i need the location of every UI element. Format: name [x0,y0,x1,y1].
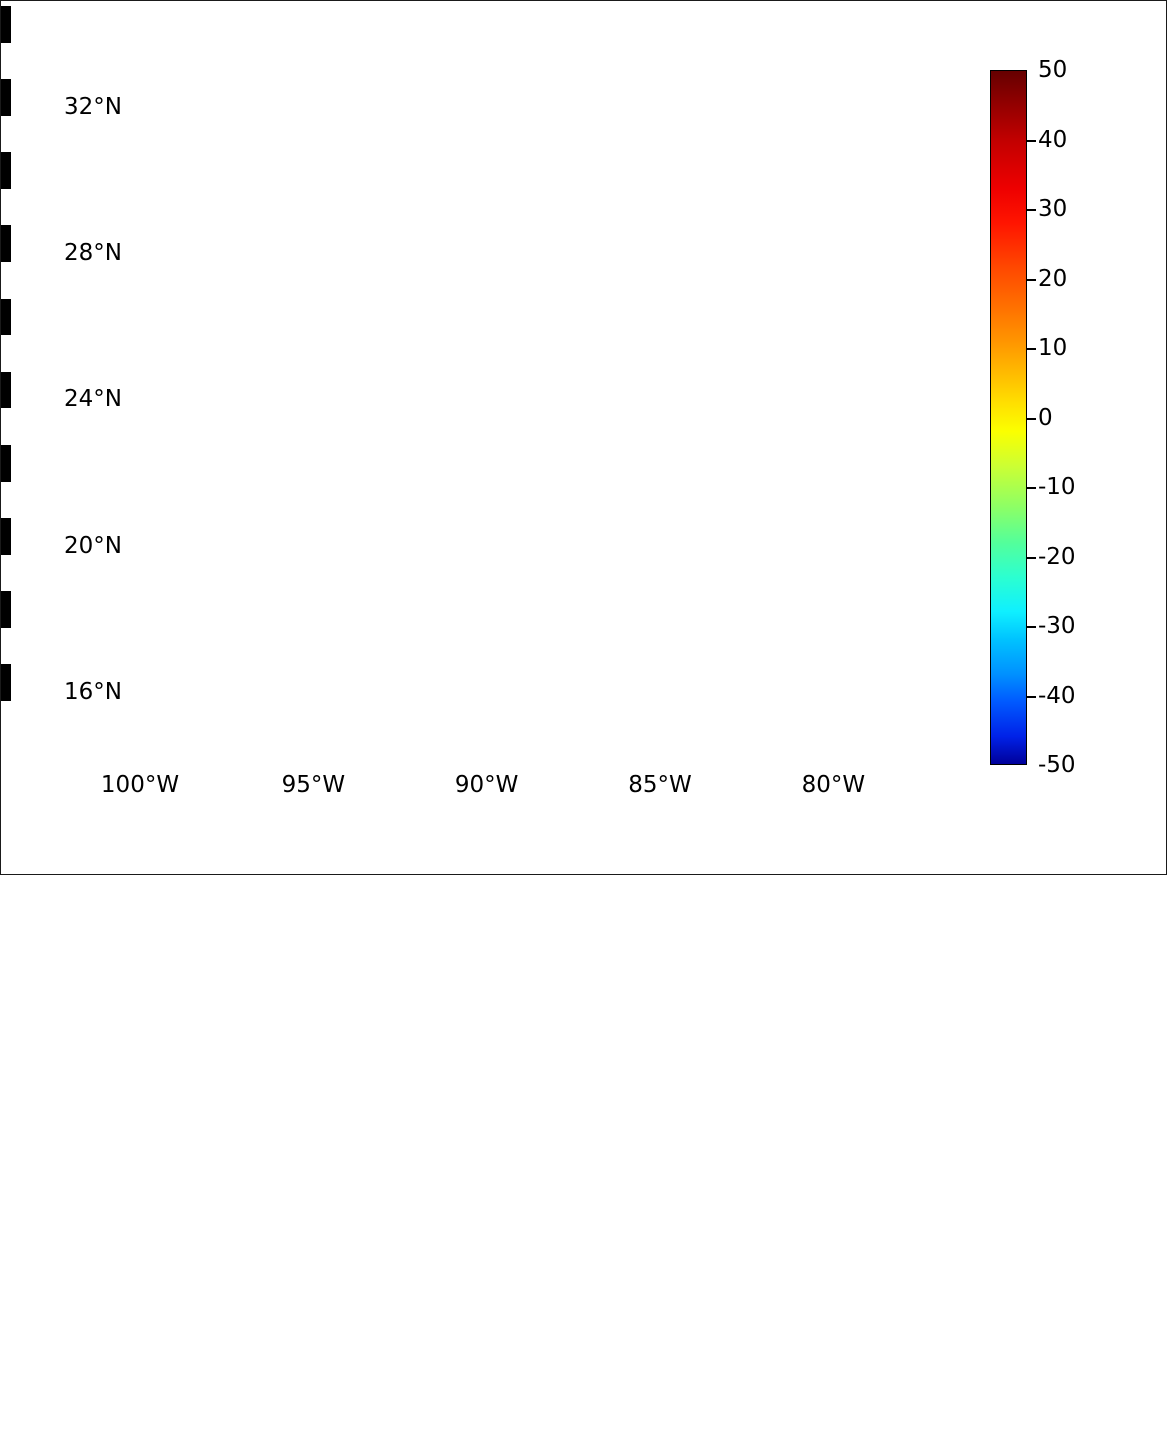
colorbar[interactable]: 50 40 30 20 10 0 -10 -20 -30 -40 -50 [990,57,1076,778]
colorbar-tick-4 [1027,348,1036,350]
x-tick-label-1: 95°W [281,772,346,798]
frame-tick-segment [1,591,11,628]
frame-tick-segment [1,664,11,701]
y-tick-label-2: 24°N [64,386,122,413]
y-tick-label-1: 28°N [64,239,122,266]
colorbar-tick-label-4: 10 [1038,335,1068,361]
colorbar-tick-2 [1027,209,1036,211]
colorbar-tick-label-1: 40 [1038,126,1068,153]
colorbar-tick-label-0: 50 [1038,57,1068,83]
frame-tick-segment [1,225,11,263]
colorbar-tick-5 [1027,417,1036,420]
frame-tick-segment [1,444,11,482]
colorbar-tick-8 [1027,626,1036,628]
x-tick-label-2: 90°W [454,772,519,798]
colorbar-tick-7 [1027,556,1036,559]
x-tick-label-4: 80°W [801,772,866,798]
y-tick-label-4: 16°N [64,678,122,705]
frame-tick-segment [1,298,11,336]
colorbar-tick-label-7: -20 [1038,543,1076,570]
colorbar-tick-label-2: 30 [1038,196,1068,222]
colorbar-tick-label-8: -30 [1038,613,1076,639]
colorbar-tick-6 [1027,487,1036,489]
colorbar-tick-label-10: -50 [1038,752,1076,778]
colorbar-tick-label-3: 20 [1038,265,1068,292]
figure-canvas: 100°W 95°W 90°W 85°W 80°W 32°N 28°N 24°N 20°N 16… [0,0,1167,875]
colorbar-tick-1 [1027,139,1036,142]
x-tick-label-3: 85°W [628,772,692,798]
colorbar-tick-label-5: 0 [1038,404,1053,431]
frame-tick-segment [1,518,11,555]
colorbar-tick-label-6: -10 [1038,474,1076,500]
x-tick-label-0: 100°W [100,772,180,798]
frame-tick-segment [1,152,11,189]
frame-tick-segment [1,79,11,116]
colorbar-tick-label-9: -40 [1038,682,1076,709]
y-tick-label-3: 20°N [64,532,122,559]
colorbar-gradient [990,70,1027,765]
y-tick-label-0: 32°N [64,93,122,120]
colorbar-tick-9 [1027,695,1036,698]
frame-tick-segment [1,371,11,409]
frame-band-right [0,0,1167,875]
frame-tick-segment [1,6,11,43]
colorbar-tick-3 [1027,278,1036,281]
